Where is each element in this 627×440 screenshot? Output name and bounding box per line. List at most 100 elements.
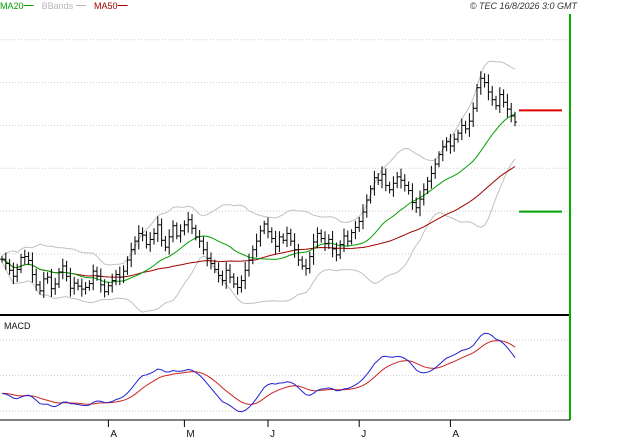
copyright-text: © TEC 16/8/2026 3:0 GMT [470, 1, 579, 11]
ohlc-bar [509, 102, 514, 123]
ohlc-bar [486, 74, 491, 101]
ohlc-bar [288, 228, 293, 246]
x-tick-label: J [361, 429, 366, 440]
ohlc-bar [193, 224, 198, 241]
ohlc-bar [216, 262, 221, 283]
ohlc-bar [91, 264, 96, 291]
ohlc-bar [163, 236, 168, 252]
ohlc-bar [68, 267, 73, 297]
ohlc-bar [418, 190, 422, 217]
ohlc-bar [148, 232, 153, 252]
ohlc-bar [501, 89, 506, 108]
ohlc-bar [38, 281, 42, 295]
ohlc-bar [262, 220, 267, 235]
x-tick-label: J [270, 429, 275, 440]
ohlc-bar [201, 236, 206, 255]
ohlc-bar [41, 271, 46, 298]
ohlc-bar [505, 93, 510, 118]
ohlc-bar [304, 258, 308, 276]
ohlc-bar [186, 211, 191, 233]
ohlc-bar [102, 279, 107, 298]
ohlc-bar [247, 253, 251, 277]
ohlc-bar [224, 262, 229, 289]
ohlc-bar [482, 73, 487, 88]
ohlc-bar [391, 176, 396, 197]
ohlc-bar [266, 217, 270, 239]
macd-grid [0, 339, 570, 412]
legend-label-0: MA20 [0, 1, 24, 11]
ohlc-bar [34, 268, 39, 291]
ohlc-bar [513, 111, 517, 127]
ohlc-bar [79, 278, 84, 297]
ma20-line [1, 113, 516, 283]
ohlc-bar [368, 185, 373, 204]
ohlc-bar [448, 133, 453, 154]
ohlc-bar [250, 245, 255, 265]
ohlc-bar [475, 83, 479, 113]
ohlc-bar [429, 165, 434, 189]
ohlc-bar [53, 277, 58, 295]
ohlc-bar [395, 171, 400, 189]
ohlc-bar [83, 282, 88, 295]
ohlc-bar [133, 236, 137, 255]
ohlc-bar [281, 233, 286, 244]
ohlc-bar [235, 276, 240, 295]
ohlc-bar [49, 268, 54, 297]
chart-header: MA20 BBands MA50 © TEC 16/8/2026 3:0 GMT [0, 1, 578, 11]
ohlc-bar [269, 227, 274, 244]
ohlc-bar [87, 280, 92, 291]
ohlc-bar [425, 176, 430, 194]
ohlc-bar [459, 118, 464, 140]
ohlc-bar [243, 261, 248, 290]
ohlc-bar [72, 276, 77, 295]
right-axis-area [570, 14, 627, 420]
ohlc-bar [60, 258, 65, 280]
ohlc-bar [171, 220, 175, 243]
ohlc-bar [456, 129, 460, 143]
ohlc-bar [220, 270, 225, 286]
ohlc-bar [406, 181, 411, 195]
ohlc-bar [383, 168, 388, 192]
ohlc-bar [178, 224, 183, 243]
ohlc-bar [11, 262, 16, 285]
ohlc-bar [349, 229, 354, 245]
ohlc-bar [64, 260, 69, 282]
price-panel: 13351099 100011001200130014001500 [0, 14, 615, 314]
ohlc-bar [494, 95, 498, 110]
ohlc-bar [414, 197, 419, 213]
ohlc-bar [376, 173, 381, 185]
ohlc-bar [353, 220, 358, 240]
ohlc-bar [410, 183, 415, 210]
ohlc-bar [490, 85, 495, 106]
ohlc-bar [345, 230, 350, 247]
x-tick-label: A [452, 429, 459, 440]
ohlc-bar [7, 258, 12, 275]
macd-title: MACD [4, 321, 31, 331]
ohlc-bar [296, 243, 301, 266]
price-plot-area [0, 14, 570, 314]
ohlc-bar [342, 228, 346, 253]
bband-upper [1, 60, 516, 266]
ohlc-bar [136, 225, 141, 250]
ohlc-bar [57, 267, 61, 289]
ma20-path [1, 113, 516, 283]
ohlc-bar [311, 233, 316, 265]
ohlc-bar [399, 168, 403, 189]
ohlc-bar [140, 227, 145, 242]
bband-lower [1, 158, 516, 313]
ohlc-bar [30, 252, 35, 283]
ohlc-bar [95, 266, 99, 281]
ohlc-bar [421, 183, 426, 206]
ohlc-bar [15, 263, 20, 282]
ohlc-bar [121, 265, 126, 284]
ohlc-bar [315, 227, 320, 249]
ohlc-bar [467, 113, 472, 137]
ohlc-bar [440, 140, 445, 162]
ohlc-bar [452, 133, 457, 152]
price-grid [0, 39, 570, 255]
ohlc-bar [167, 229, 172, 255]
ohlc-bar [110, 273, 115, 293]
ohlc-bar [254, 233, 259, 258]
ohlc-bar [106, 282, 111, 296]
